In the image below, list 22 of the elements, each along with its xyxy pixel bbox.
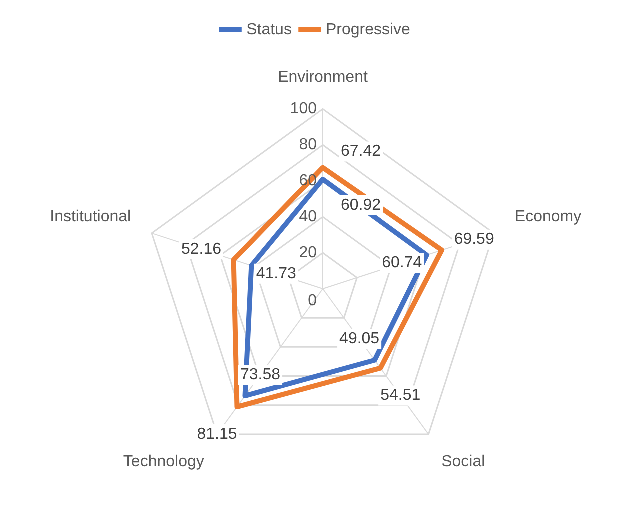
y-tick-label: 20: [299, 244, 318, 262]
y-tick-label: 80: [299, 136, 318, 154]
data-label: 52.16: [181, 240, 222, 258]
data-label: 49.05: [340, 330, 380, 348]
data-label: 81.15: [197, 426, 238, 443]
data-label: 73.58: [240, 366, 281, 384]
spoke-label: Institutional: [50, 208, 132, 226]
data-label: 60.92: [340, 196, 382, 214]
spoke-label: Economy: [514, 208, 582, 226]
y-tick-label: 0: [308, 292, 318, 310]
data-label: 54.51: [380, 387, 421, 404]
y-tick-label: 100: [290, 100, 318, 118]
y-tick-label: 40: [299, 208, 318, 226]
spoke-label: Technology: [123, 453, 204, 470]
spoke-label: Social: [442, 453, 486, 470]
legend-label: Progressive: [326, 21, 411, 38]
data-label: 69.59: [454, 231, 494, 248]
spoke-label: Environment: [278, 69, 368, 86]
data-label: 41.73: [256, 265, 296, 282]
legend-label: Status: [246, 21, 292, 38]
data-label: 67.42: [340, 143, 382, 160]
data-label: 60.74: [382, 254, 422, 272]
